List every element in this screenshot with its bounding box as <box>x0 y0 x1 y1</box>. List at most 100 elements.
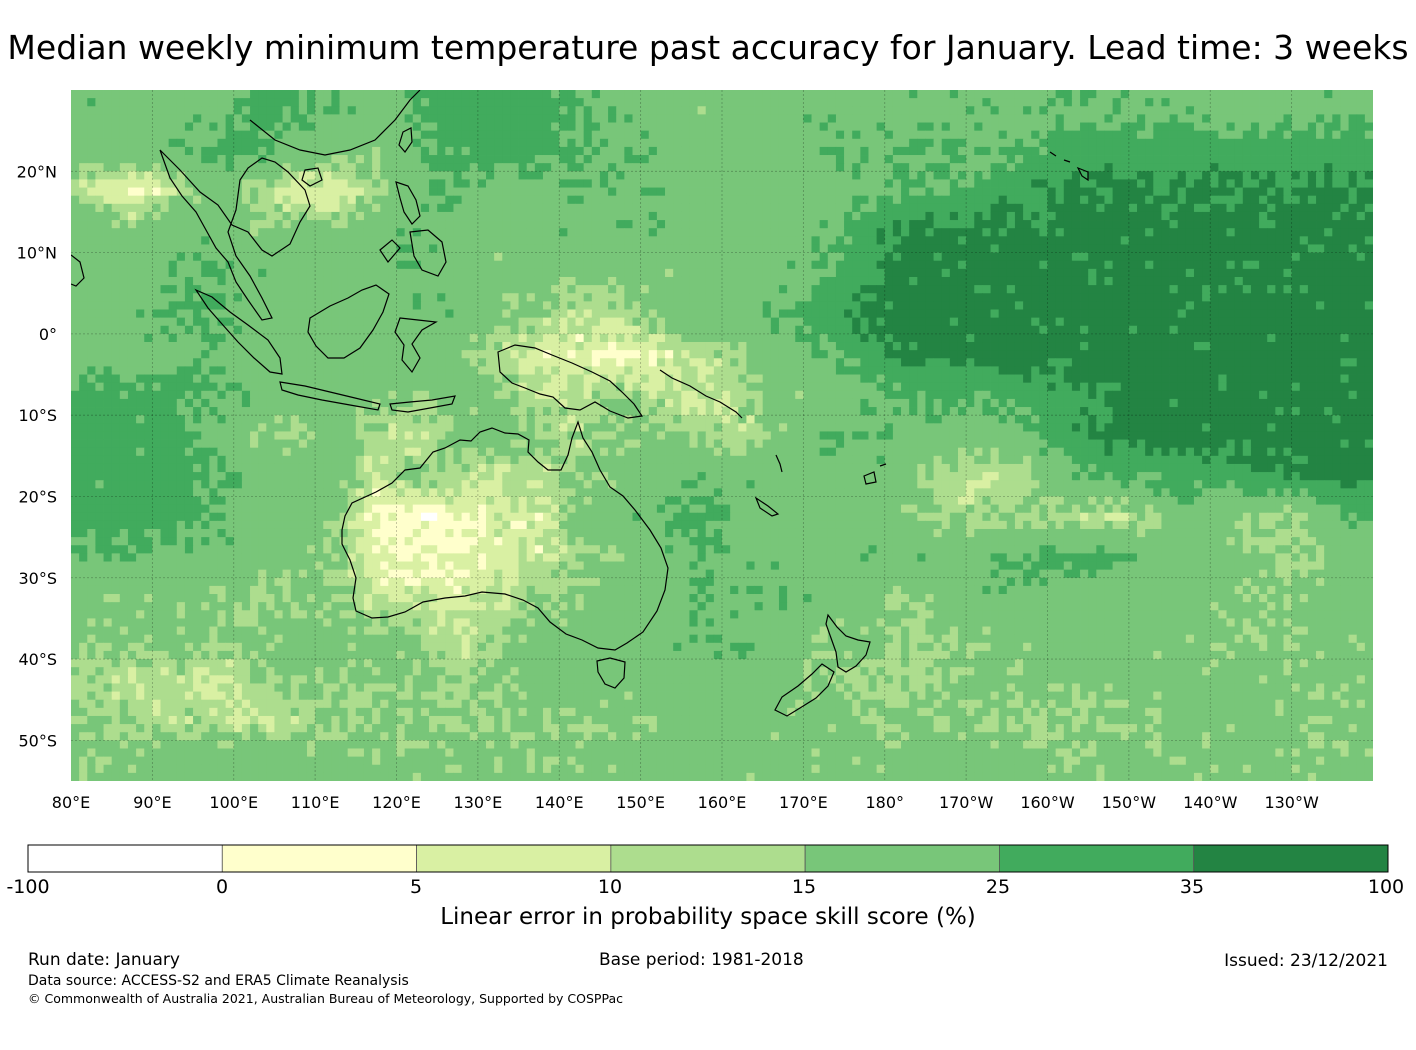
heatmap-cell <box>697 211 707 221</box>
heatmap-cell <box>1340 325 1349 335</box>
heatmap-cell <box>1039 171 1048 180</box>
heatmap-cell <box>640 252 650 262</box>
heatmap-cell <box>274 293 283 302</box>
heatmap-cell <box>844 211 853 221</box>
heatmap-cell <box>819 171 829 180</box>
heatmap-cell <box>746 179 755 188</box>
heatmap-cell <box>1023 146 1032 156</box>
heatmap-cell <box>388 187 397 197</box>
heatmap-cell <box>1250 211 1260 221</box>
heatmap-cell <box>1234 220 1244 229</box>
heatmap-cell <box>144 171 153 180</box>
heatmap-cell <box>990 187 1000 197</box>
heatmap-cell <box>79 301 88 310</box>
heatmap-cell <box>990 114 1000 123</box>
heatmap-cell <box>437 203 446 213</box>
heatmap-cell <box>429 252 438 262</box>
heatmap-cell <box>982 179 991 188</box>
heatmap-cell <box>1193 236 1203 245</box>
heatmap-cell <box>941 228 951 237</box>
heatmap-cell <box>884 138 894 148</box>
heatmap-cell <box>616 252 625 262</box>
heatmap-cell <box>1283 309 1293 319</box>
heatmap-cell <box>1023 203 1032 213</box>
heatmap-cell <box>315 114 324 123</box>
heatmap-cell <box>1259 244 1268 253</box>
heatmap-cell <box>1177 171 1187 180</box>
heatmap-cell <box>892 138 902 148</box>
heatmap-cell <box>567 325 576 335</box>
heatmap-cell <box>632 293 642 302</box>
heatmap-cell <box>396 171 406 180</box>
heatmap-cell <box>1185 106 1195 115</box>
heatmap-cell <box>713 171 723 180</box>
heatmap-cell <box>176 342 186 351</box>
heatmap-cell <box>217 114 227 123</box>
heatmap-cell <box>966 228 975 237</box>
heatmap-cell <box>542 146 552 156</box>
heatmap-cell <box>542 98 552 107</box>
heatmap-cell <box>518 309 528 319</box>
heatmap-cell <box>184 211 194 221</box>
heatmap-cell <box>575 309 585 319</box>
heatmap-cell <box>770 276 780 286</box>
heatmap-cell <box>241 114 251 123</box>
heatmap-cell <box>599 236 609 245</box>
heatmap-cell <box>1096 309 1105 319</box>
heatmap-cell <box>957 293 967 302</box>
heatmap-cell <box>868 211 878 221</box>
heatmap-cell <box>209 244 218 253</box>
heatmap-cell <box>852 155 861 164</box>
heatmap-cell <box>437 114 446 123</box>
heatmap-cell <box>949 146 959 156</box>
heatmap-cell <box>298 130 308 140</box>
heatmap-cell <box>127 301 137 310</box>
heatmap-cell <box>876 122 886 132</box>
heatmap-cell <box>241 171 251 180</box>
heatmap-cell <box>705 285 715 294</box>
heatmap-cell <box>136 309 145 319</box>
heatmap-cell <box>632 114 642 123</box>
heatmap-cell <box>380 325 389 335</box>
heatmap-cell <box>697 155 707 164</box>
heatmap-cell <box>1193 179 1203 188</box>
heatmap-cell <box>306 106 316 115</box>
heatmap-cell <box>1137 155 1146 164</box>
heatmap-cell <box>534 293 544 302</box>
heatmap-cell <box>461 317 471 327</box>
heatmap-cell <box>616 236 625 245</box>
heatmap-cell <box>746 130 755 140</box>
heatmap-cell <box>453 276 462 286</box>
heatmap-cell <box>933 187 943 197</box>
heatmap-cell <box>420 171 430 180</box>
heatmap-cell <box>852 146 861 156</box>
heatmap-cell <box>722 211 731 221</box>
heatmap-cell <box>819 236 829 245</box>
heatmap-cell <box>787 317 796 327</box>
heatmap-cell <box>1364 252 1373 262</box>
heatmap-cell <box>1169 138 1179 148</box>
heatmap-cell <box>1185 236 1195 245</box>
heatmap-cell <box>746 187 755 197</box>
heatmap-cell <box>290 301 300 310</box>
heatmap-cell <box>998 228 1008 237</box>
heatmap-cell <box>697 171 707 180</box>
heatmap-cell <box>713 220 723 229</box>
heatmap-cell <box>966 122 975 132</box>
heatmap-cell <box>722 325 731 335</box>
heatmap-cell <box>933 138 943 148</box>
heatmap-cell <box>656 163 666 172</box>
heatmap-cell <box>347 220 357 229</box>
heatmap-cell <box>1234 122 1244 132</box>
heatmap-cell <box>1104 163 1113 172</box>
heatmap-cell <box>876 146 886 156</box>
heatmap-cell <box>1348 138 1358 148</box>
heatmap-cell <box>445 171 454 180</box>
heatmap-cell <box>119 309 129 319</box>
heatmap-cell <box>258 171 267 180</box>
heatmap-cell <box>1047 260 1057 270</box>
heatmap-cell <box>136 333 145 343</box>
heatmap-cell <box>966 236 975 245</box>
heatmap-cell <box>1348 301 1358 310</box>
heatmap-cell <box>445 211 454 221</box>
